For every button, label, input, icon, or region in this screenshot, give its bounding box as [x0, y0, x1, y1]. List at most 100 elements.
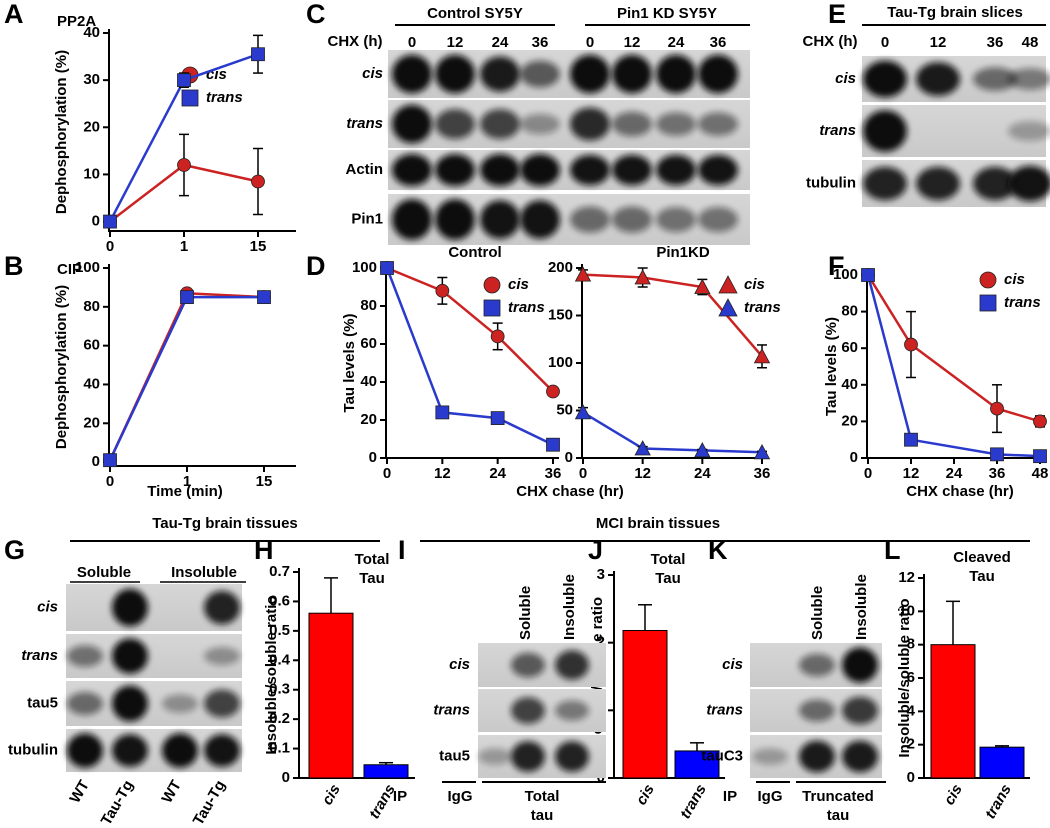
- blot-band: [204, 590, 240, 625]
- bar: [308, 612, 354, 779]
- chart-title: PP2A: [57, 13, 96, 30]
- blot-band: [799, 740, 835, 773]
- ip-group-label: Truncated: [802, 788, 874, 805]
- marker: [694, 278, 711, 294]
- y-tick-label: 0.6: [269, 592, 290, 609]
- blot-band: [612, 54, 652, 94]
- x-tick-label: 15: [256, 473, 273, 490]
- lane-label: 36: [710, 34, 727, 51]
- group-label: Insoluble: [171, 564, 237, 581]
- legend-label: trans: [508, 299, 545, 316]
- x-tick-label: 12: [903, 465, 920, 482]
- legend-label: cis: [1004, 271, 1025, 288]
- group-label: Soluble: [77, 564, 131, 581]
- lane-label: 12: [624, 34, 641, 51]
- bar: [674, 750, 720, 779]
- marker: [177, 158, 191, 172]
- panel-letter: C: [306, 0, 326, 29]
- marker: [634, 440, 651, 456]
- x-tick-label: 1: [180, 238, 188, 255]
- blot-band: [1008, 68, 1050, 90]
- panel-letter: G: [4, 535, 25, 565]
- bar: [622, 629, 668, 779]
- marker: [574, 266, 592, 282]
- blot-band: [112, 685, 148, 722]
- legend-label: trans: [1004, 294, 1041, 311]
- blot-band: [480, 154, 520, 186]
- blot-band: [656, 54, 696, 94]
- blot-band: [698, 112, 738, 136]
- blot-row-label: cis: [37, 598, 58, 615]
- y-tick-label: 80: [83, 298, 100, 315]
- x-tick-label: 0: [106, 238, 114, 255]
- lane-label: Insoluble: [853, 574, 870, 640]
- marker: [251, 47, 265, 62]
- y-tick-label: 40: [83, 24, 100, 41]
- error-bar: [324, 577, 338, 614]
- blot-band: [520, 113, 560, 135]
- series-line: [866, 274, 1041, 423]
- blot-band: [480, 56, 520, 92]
- blot-row-label: tubulin: [8, 741, 58, 758]
- blot-band: [612, 206, 652, 233]
- legend-marker: [718, 275, 738, 294]
- error-bar: [690, 742, 704, 751]
- blot-band: [570, 206, 610, 233]
- x-axis-label: Time (min): [147, 483, 223, 500]
- blot-row-label: tubulin: [806, 174, 856, 191]
- blot-band: [392, 54, 432, 94]
- blot-row-label: tauC3: [701, 747, 743, 764]
- y-tick-label: 60: [360, 335, 377, 352]
- blot-band: [973, 166, 1017, 201]
- blot-band: [656, 154, 696, 186]
- blot-band: [67, 733, 103, 768]
- blot-band: [1008, 121, 1050, 141]
- blot-band: [555, 700, 589, 721]
- panel-letter: F: [828, 251, 845, 281]
- lane-label: 0: [881, 34, 889, 51]
- series-line: [582, 411, 763, 454]
- blot-band: [570, 154, 610, 186]
- y-axis-label: Tau levels (%): [823, 317, 840, 416]
- blot-band: [555, 650, 589, 680]
- y-tick-label: 20: [83, 118, 100, 135]
- blot-band: [204, 689, 240, 718]
- lane-label: Tau-Tg: [98, 777, 137, 828]
- y-tick-label: 0: [282, 769, 290, 786]
- chart-title: Total: [355, 551, 390, 568]
- chart-title: Tau: [359, 570, 385, 587]
- y-tick-label: 6: [907, 669, 915, 686]
- y-tick-label: 0: [565, 449, 573, 466]
- blot-band: [612, 111, 652, 137]
- series-line: [108, 295, 264, 461]
- ip-group-label: IgG: [448, 788, 473, 805]
- x-axis-label: CHX chase (hr): [906, 483, 1014, 500]
- chart-title: CIP: [57, 261, 82, 278]
- marker: [103, 453, 117, 468]
- blot-band: [916, 166, 960, 201]
- chart-title: Cleaved: [953, 549, 1011, 566]
- group-label: Control SY5Y: [427, 5, 523, 22]
- blot-band: [656, 206, 696, 233]
- ip-group-label: IgG: [758, 788, 783, 805]
- y-tick-label: 0: [907, 769, 915, 786]
- series-line: [386, 266, 554, 393]
- x-tick-label: 0: [579, 465, 587, 482]
- y-axis-label: Dephosphorylation (%): [53, 285, 70, 449]
- y-tick-label: 100: [352, 259, 377, 276]
- y-tick-label: 2: [907, 736, 915, 753]
- blot-band: [752, 748, 788, 765]
- y-tick-label: 60: [83, 337, 100, 354]
- chart-title: Pin1KD: [656, 244, 710, 261]
- blot-band: [112, 734, 148, 767]
- x-tick-label: 24: [946, 465, 963, 482]
- blot-band: [520, 154, 560, 186]
- bar: [363, 764, 409, 779]
- legend-marker: [483, 299, 501, 317]
- blot-band: [698, 206, 738, 233]
- lane-label: 12: [930, 34, 947, 51]
- blot-band: [67, 645, 103, 667]
- marker: [574, 404, 592, 420]
- blot-row-label: tau5: [439, 747, 470, 764]
- y-tick-label: 0.5: [269, 622, 290, 639]
